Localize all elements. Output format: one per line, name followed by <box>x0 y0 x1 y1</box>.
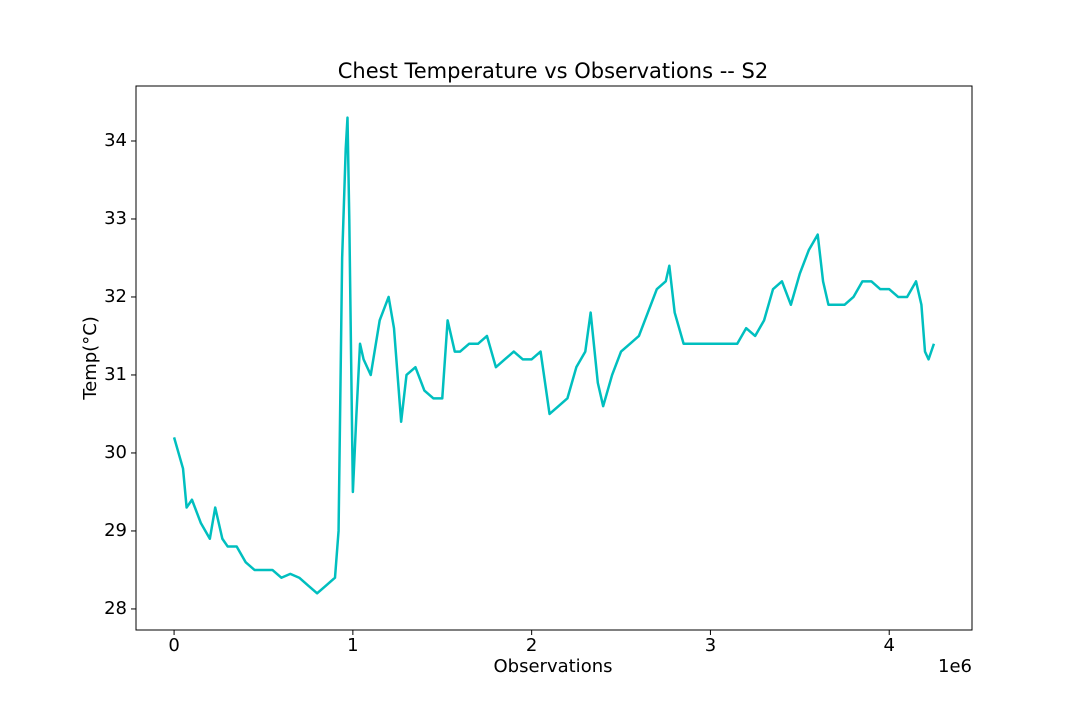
x-offset-label: 1e6 <box>938 656 972 677</box>
x-tick-label: 4 <box>883 635 894 656</box>
y-tick-label: 28 <box>104 598 127 619</box>
x-tick-label: 2 <box>526 635 537 656</box>
y-axis-label: Temp(°C) <box>80 316 101 401</box>
plot-frame <box>135 85 973 631</box>
x-axis-label: Observations <box>494 656 613 677</box>
x-tick-label: 0 <box>168 635 179 656</box>
y-tick-label: 31 <box>104 364 127 385</box>
y-tick-label: 32 <box>104 286 127 307</box>
chart-title: Chest Temperature vs Observations -- S2 <box>338 59 769 83</box>
x-tick-label: 1 <box>347 635 358 656</box>
y-tick-label: 29 <box>104 520 127 541</box>
y-tick-label: 30 <box>104 442 127 463</box>
data-line <box>172 116 936 595</box>
x-tick-label: 3 <box>705 635 716 656</box>
y-tick-label: 34 <box>104 130 127 151</box>
y-tick-label: 33 <box>104 208 127 229</box>
